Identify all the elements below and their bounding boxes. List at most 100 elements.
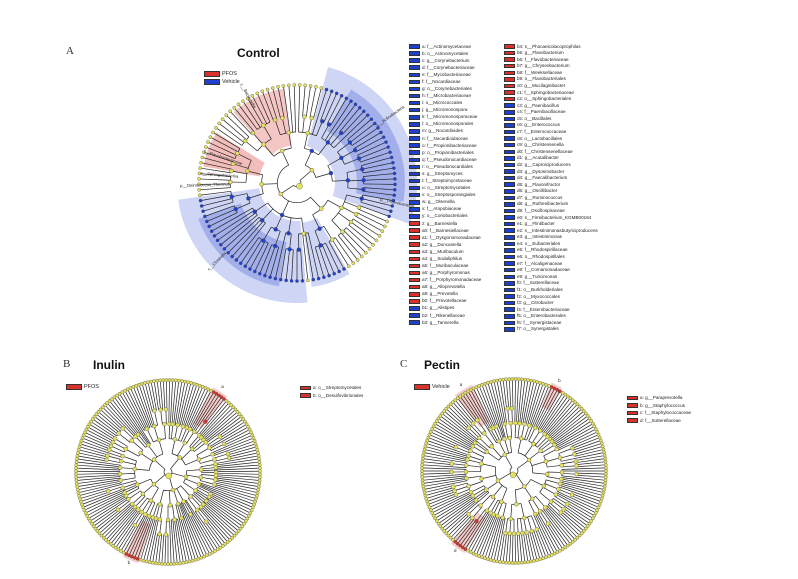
branch-line xyxy=(208,497,246,522)
taxon-node xyxy=(236,102,241,107)
taxon-node xyxy=(259,182,264,187)
taxon-node xyxy=(101,536,106,540)
legend-entry: f1: o__Burkholderiales xyxy=(504,287,563,293)
branch-line xyxy=(204,205,235,217)
taxon-node xyxy=(519,377,524,382)
legend-entry: f6: f__Synergistaceae xyxy=(504,320,561,326)
taxon-node xyxy=(204,145,208,149)
taxon-node xyxy=(516,377,521,381)
branch-line xyxy=(480,494,492,506)
branch-line xyxy=(143,518,156,561)
branch-line xyxy=(536,513,558,553)
taxon-node xyxy=(526,423,532,428)
legend-entry: e1: g__Flintibacter xyxy=(504,221,555,227)
branch-line xyxy=(344,158,360,165)
legend-swatch xyxy=(504,215,515,220)
taxon-node xyxy=(212,482,217,487)
branch-line xyxy=(478,385,497,427)
taxon-node xyxy=(105,401,109,405)
taxon-node xyxy=(583,411,588,416)
branch-line xyxy=(553,498,590,524)
taxon-node xyxy=(246,425,250,429)
taxon-node xyxy=(538,448,543,453)
taxon-node xyxy=(197,171,202,176)
branch-line xyxy=(426,443,469,457)
taxon-node xyxy=(162,421,167,427)
branch-line xyxy=(238,104,258,130)
taxon-node xyxy=(436,521,441,526)
branch-line xyxy=(459,521,478,546)
taxon-node xyxy=(442,529,446,533)
legend-swatch xyxy=(504,142,515,148)
legend-label: b8: f__Weeksellaceae xyxy=(517,69,563,75)
branch-line xyxy=(438,418,475,444)
legend-entry: o: f__Propionibacteriaceae xyxy=(409,143,477,149)
legend-entry: c: f__Staphylococcaceae xyxy=(627,410,691,416)
clade-label: p__Deinococcus_Thermus xyxy=(180,181,230,188)
taxon-node xyxy=(339,205,344,211)
taxon-node xyxy=(227,401,231,405)
taxon-node xyxy=(495,559,499,564)
legend-swatch xyxy=(504,44,515,49)
branch-line xyxy=(515,474,525,487)
branch-line xyxy=(443,410,478,440)
branch-line xyxy=(172,519,178,564)
taxon-node xyxy=(220,117,225,121)
taxon-node xyxy=(270,86,275,90)
branch-line xyxy=(493,381,504,425)
taxon-node xyxy=(84,427,89,432)
branch-line xyxy=(466,464,481,468)
taxon-node xyxy=(263,273,267,278)
legend-label: a2: g__Duncaniella xyxy=(422,241,462,247)
taxon-node xyxy=(232,533,237,538)
branch-line xyxy=(576,461,606,466)
branch-line xyxy=(275,214,283,230)
taxon-node xyxy=(362,109,366,114)
branch-line xyxy=(517,379,523,424)
taxon-node xyxy=(466,511,471,517)
branch-line xyxy=(198,453,213,461)
taxon-node xyxy=(148,498,154,503)
branch-line xyxy=(327,95,342,124)
taxon-node xyxy=(348,219,354,225)
taxon-node xyxy=(463,547,468,551)
branch-line xyxy=(539,511,549,524)
branch-line xyxy=(104,404,136,438)
branch-line xyxy=(528,383,544,426)
legend-entry: c8: o__Lactobacillales xyxy=(504,136,562,142)
taxon-node xyxy=(177,455,182,460)
branch-line xyxy=(576,464,606,468)
branch-line xyxy=(530,384,547,427)
clade-highlight xyxy=(122,520,152,564)
taxon-node xyxy=(203,440,209,445)
branch-line xyxy=(159,490,164,505)
legend-label: d: f__Corynebacteriaceae xyxy=(422,64,475,70)
legend-swatch xyxy=(504,116,515,122)
branch-line xyxy=(152,503,158,518)
branch-line xyxy=(450,404,482,437)
branch-line xyxy=(305,233,314,280)
legend-entry: b9: o__Flavobacteriales xyxy=(504,76,566,82)
taxon-node xyxy=(444,406,449,411)
taxon-node xyxy=(210,452,215,457)
legend-entry: a1: f__Dysgonomonadaceae xyxy=(409,235,481,241)
taxon-node xyxy=(108,542,113,546)
taxon-node xyxy=(279,212,285,218)
branch-line xyxy=(184,500,216,552)
taxon-node xyxy=(143,512,148,517)
branch-line xyxy=(353,132,382,149)
branch-line xyxy=(450,516,472,538)
branch-line xyxy=(520,518,523,534)
branch-line xyxy=(214,484,257,497)
legend-label: d4: g__Faecalibacterium xyxy=(517,175,568,181)
branch-line xyxy=(168,380,170,425)
taxon-node xyxy=(376,126,380,130)
branch-line xyxy=(229,111,252,135)
branch-line xyxy=(175,519,184,563)
branch-line xyxy=(155,534,160,564)
taxon-node xyxy=(470,493,476,498)
taxon-node xyxy=(247,427,252,432)
branch-line xyxy=(423,452,468,462)
branch-line xyxy=(177,442,185,457)
branch-line xyxy=(203,201,234,212)
